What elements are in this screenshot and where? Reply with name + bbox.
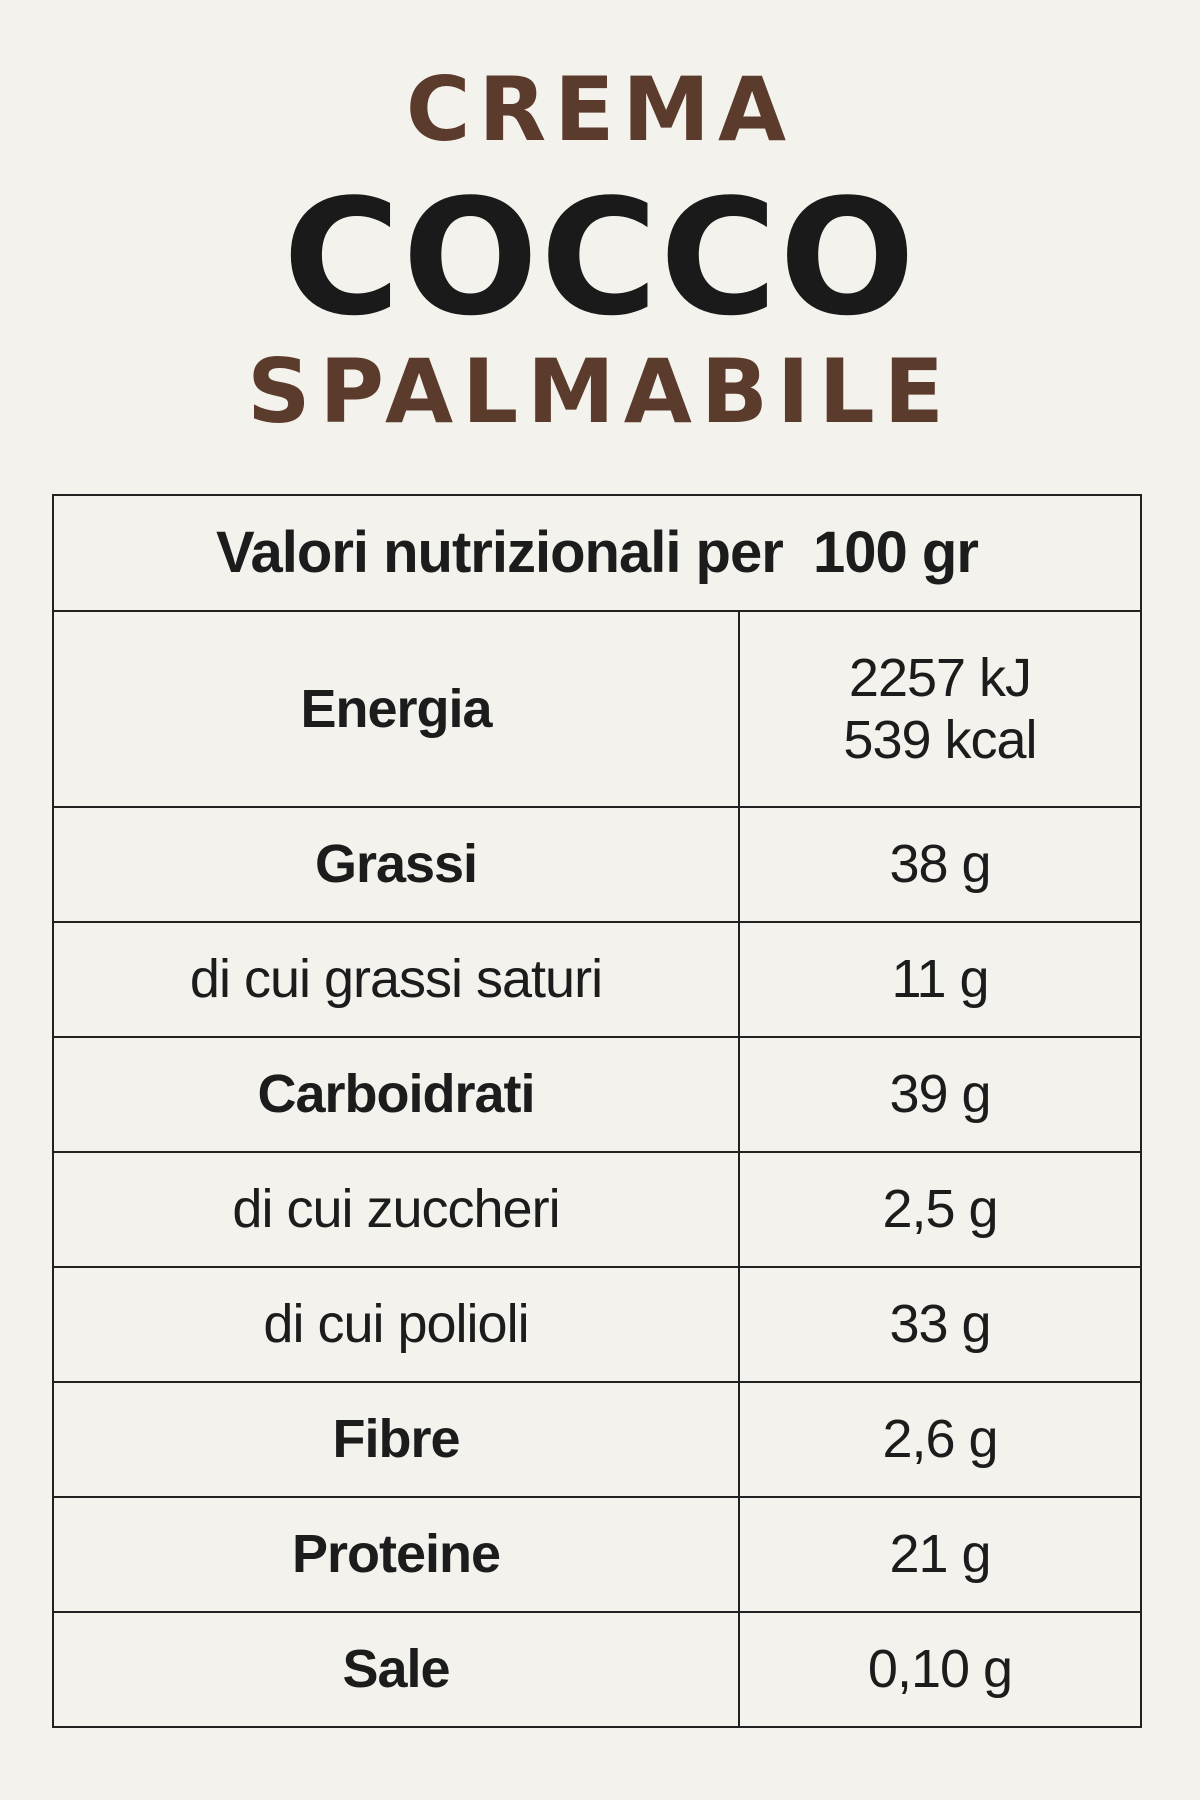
row-label: Sale bbox=[52, 1611, 740, 1728]
row-label: Energia bbox=[52, 610, 740, 808]
row-value: 2,5 g bbox=[738, 1151, 1142, 1268]
row-value: 33 g bbox=[738, 1266, 1142, 1383]
value-line: 539 kcal bbox=[843, 710, 1037, 770]
row-label: Fibre bbox=[52, 1381, 740, 1498]
row-label: di cui polioli bbox=[52, 1266, 740, 1383]
title-line: SPALMABILE bbox=[247, 340, 953, 443]
row-value: 21 g bbox=[738, 1496, 1142, 1613]
row-label: Proteine bbox=[52, 1496, 740, 1613]
row-value: 11 g bbox=[738, 921, 1142, 1038]
title-line: COCCO bbox=[282, 164, 918, 351]
row-value: 2257 kJ 539 kcal bbox=[738, 610, 1142, 808]
title-line: CREMA bbox=[405, 58, 795, 161]
value-line: 2257 kJ bbox=[848, 647, 1032, 708]
row-label: di cui zuccheri bbox=[52, 1151, 740, 1268]
row-value: 38 g bbox=[738, 806, 1142, 923]
row-value: 2,6 g bbox=[738, 1381, 1142, 1498]
row-value: 0,10 g bbox=[738, 1611, 1142, 1728]
row-label: Grassi bbox=[52, 806, 740, 923]
row-label: di cui grassi saturi bbox=[52, 921, 740, 1038]
table-title: Valori nutrizionali per 100 gr bbox=[52, 494, 1142, 612]
nutrition-table: Valori nutrizionali per 100 gr Energia 2… bbox=[52, 494, 1142, 1728]
row-label: Carboidrati bbox=[52, 1036, 740, 1153]
row-value: 39 g bbox=[738, 1036, 1142, 1153]
